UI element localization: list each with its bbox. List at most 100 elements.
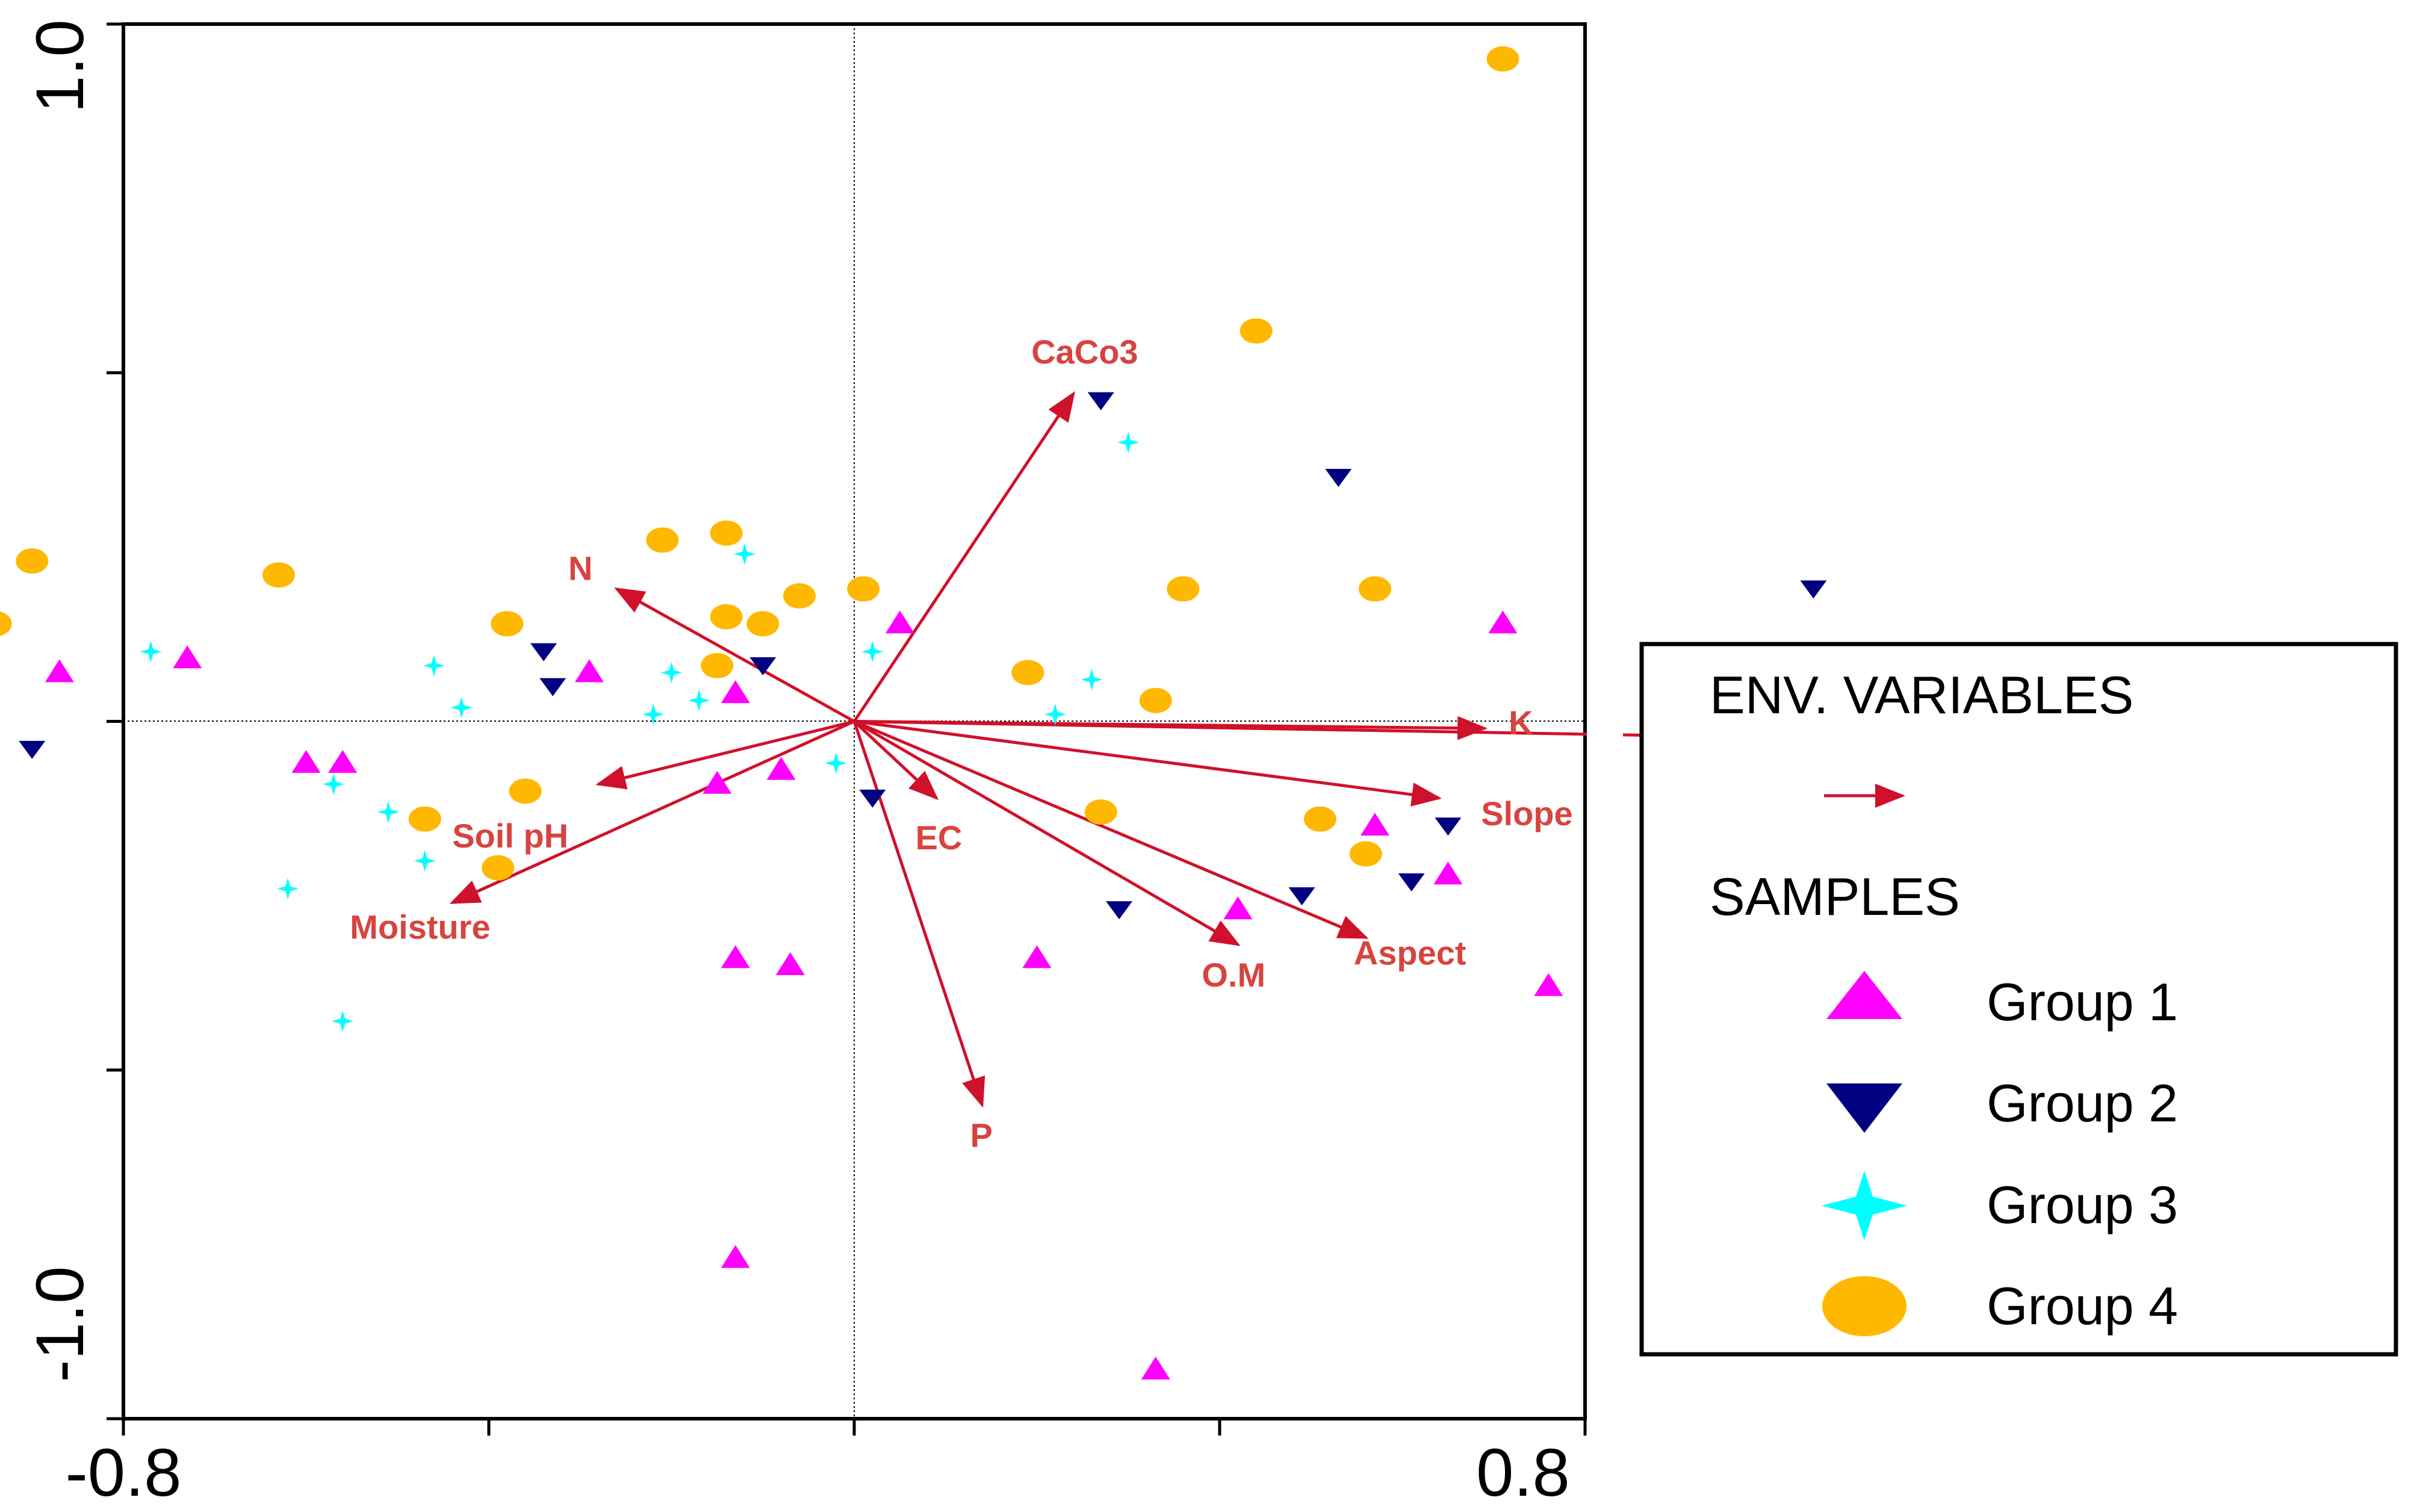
sample-point-group-1: [885, 610, 914, 634]
sample-point-group-2: [859, 789, 886, 808]
legend-group3-marker: [1822, 1171, 1907, 1241]
y-tick-label-min: -1.0: [22, 1266, 98, 1383]
sample-point-group-2: [1435, 817, 1462, 836]
y-axis-ticks: [107, 22, 123, 1421]
sample-point-group-2: [1087, 392, 1114, 411]
sample-point-group-3: [423, 654, 445, 677]
sample-point-group-4: [1486, 46, 1519, 72]
env-variable-arrows: [449, 391, 2054, 1108]
env-label-o-m: O.M: [1202, 956, 1265, 994]
sample-point-group-1: [45, 659, 74, 683]
env-label-aspect: Aspect: [1354, 934, 1466, 972]
sample-point-group-1: [721, 1245, 750, 1268]
env-label-caco3: CaCo3: [1031, 333, 1138, 371]
sample-point-group-1: [574, 659, 604, 683]
env-arrow-slope: [854, 720, 1442, 807]
sample-point-group-3: [414, 850, 436, 872]
sample-point-group-4: [482, 855, 515, 881]
sample-point-group-3: [140, 640, 162, 663]
sample-point-group-2: [1325, 469, 1352, 488]
legend-group2-label: Group 2: [1987, 1073, 2178, 1133]
sample-point-group-2: [1106, 901, 1133, 920]
sample-point-group-4: [646, 527, 679, 553]
env-arrow-caco3: [852, 391, 1075, 722]
legend-samples-title: SAMPLES: [1710, 867, 1960, 926]
plot-right-mask: [1587, 0, 1623, 1512]
env-arrow-soil-ph: [595, 720, 855, 790]
sample-point-group-4: [710, 520, 743, 546]
sample-point-group-1: [766, 757, 796, 780]
env-label-moisture: Moisture: [350, 908, 490, 946]
legend-group4-label: Group 4: [1987, 1276, 2178, 1336]
sample-point-group-3: [861, 640, 884, 663]
sample-point-group-3: [1117, 432, 1140, 454]
sample-point-group-2: [1800, 580, 1827, 599]
sample-point-group-2: [1398, 873, 1425, 891]
sample-point-group-4: [262, 562, 295, 588]
sample-point-group-4: [1358, 576, 1391, 602]
legend-group2-marker: [1826, 1083, 1902, 1133]
legend-group1-marker: [1826, 971, 1902, 1019]
sample-point-group-2: [530, 643, 557, 662]
env-label-slope: Slope: [1481, 795, 1572, 832]
env-label-ec: EC: [916, 819, 963, 857]
sample-point-group-3: [825, 752, 847, 775]
sample-point-group-4: [408, 806, 441, 832]
sample-point-group-2: [539, 678, 566, 696]
sample-point-group-3: [1081, 668, 1103, 690]
legend-group3-label: Group 3: [1987, 1175, 2178, 1235]
sample-point-group-1: [328, 750, 358, 773]
sample-point-group-1: [775, 952, 805, 975]
env-arrow-p: [852, 720, 985, 1108]
env-variable-labels: CaCo3NKSaturatiSlopeSoil pHECMoistureO.M…: [350, 333, 2152, 1154]
legend-group4-marker: [1822, 1276, 1907, 1336]
sample-point-group-4: [509, 778, 542, 804]
sample-point-group-1: [291, 750, 321, 773]
sample-point-group-1: [1022, 945, 1052, 968]
sample-point-group-3: [377, 801, 400, 823]
sample-point-group-3: [642, 703, 665, 725]
sample-point-group-3: [733, 543, 756, 565]
env-arrow-aspect: [854, 720, 1369, 939]
x-tick-label-min: -0.8: [66, 1435, 182, 1510]
legend-env-title: ENV. VARIABLES: [1710, 665, 2133, 725]
sample-point-group-3: [450, 696, 473, 719]
sample-point-group-3: [688, 689, 710, 711]
env-arrow-n: [614, 587, 855, 723]
sample-point-group-3: [323, 773, 345, 795]
sample-point-group-1: [1223, 896, 1253, 920]
env-label-k: K: [1509, 704, 1533, 742]
sample-point-group-3: [332, 1010, 354, 1032]
x-axis-ticks: [122, 1419, 1587, 1436]
env-arrow-o-m: [853, 720, 1241, 946]
sample-point-group-3: [277, 878, 299, 900]
sample-point-group-1: [1433, 861, 1463, 885]
sample-point-group-4: [0, 612, 12, 636]
sample-point-group-4: [1240, 318, 1273, 344]
sample-point-group-4: [1303, 806, 1336, 832]
sample-point-group-3: [1044, 703, 1066, 725]
sample-point-group-2: [19, 740, 46, 759]
sample-point-group-4: [1011, 660, 1044, 686]
sample-point-group-1: [1141, 1356, 1170, 1380]
sample-point-group-4: [491, 611, 524, 637]
sample-point-group-2: [749, 657, 777, 675]
sample-point-group-1: [173, 645, 202, 669]
sample-point-group-3: [660, 662, 683, 684]
sample-point-group-4: [710, 604, 743, 630]
env-label-p: P: [970, 1117, 992, 1154]
sample-point-group-4: [1084, 799, 1117, 825]
legend: ENV. VARIABLES SAMPLES Group 1 Group 2 G…: [1639, 642, 2398, 1357]
sample-point-group-4: [1139, 687, 1172, 713]
sample-point-group-4: [16, 548, 49, 574]
sample-point-group-1: [1534, 973, 1563, 996]
env-arrow-ec: [853, 720, 939, 801]
sample-point-group-2: [1288, 887, 1315, 906]
sample-point-group-4: [847, 576, 880, 602]
sample-point-group-4: [746, 611, 780, 637]
env-label-soil-ph: Soil pH: [452, 817, 568, 855]
sample-point-group-4: [1349, 841, 1382, 867]
legend-group1-label: Group 1: [1987, 972, 2178, 1032]
sample-point-group-1: [721, 945, 750, 968]
